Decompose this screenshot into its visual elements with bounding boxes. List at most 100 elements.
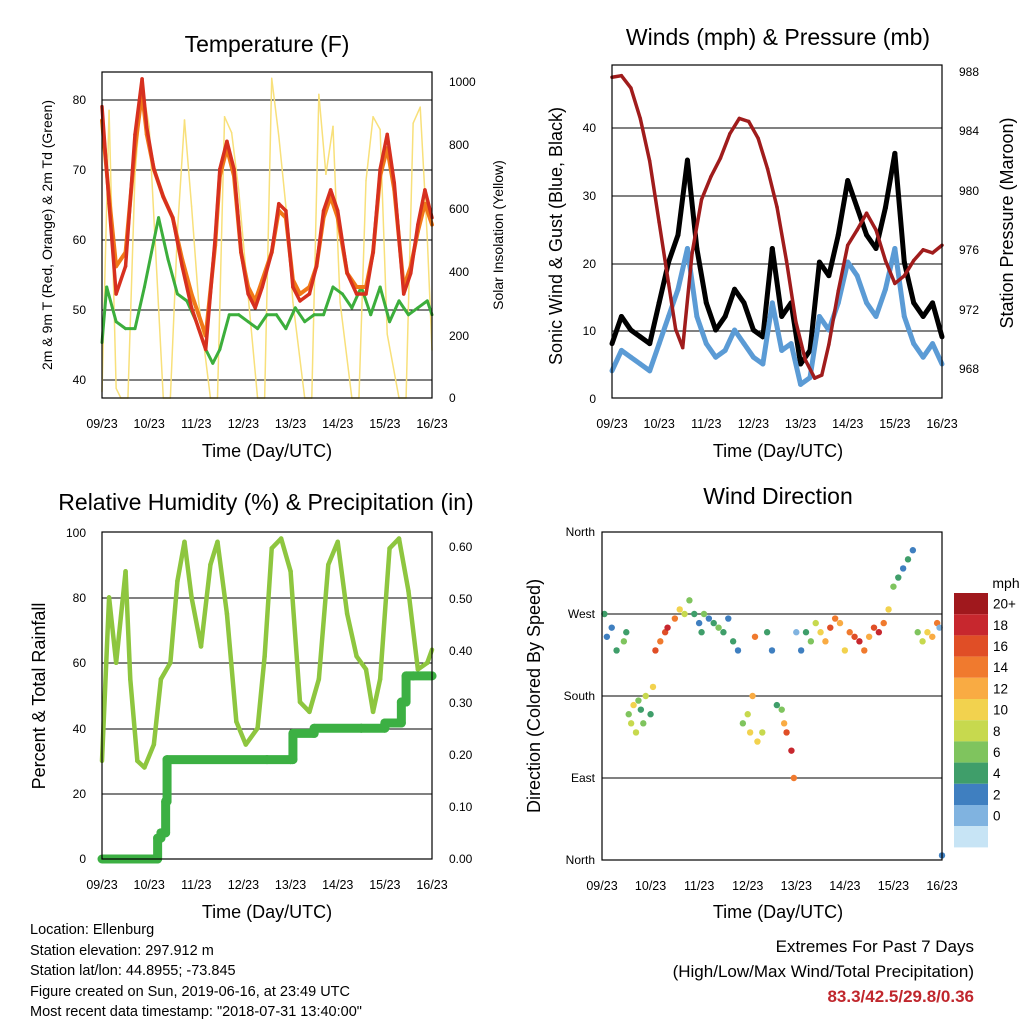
direction-point — [603, 633, 611, 640]
y-tick-label: East — [571, 771, 596, 785]
direction-point — [676, 606, 683, 613]
solar-line-segment — [372, 115, 381, 131]
dewpoint-line-segment — [274, 313, 288, 331]
solar-line-segment — [405, 122, 414, 399]
station-info: Location: Ellenburg Station elevation: 2… — [30, 920, 362, 1023]
sonic-wind-line-segment — [647, 341, 662, 374]
temp-2m-line-segment — [284, 208, 295, 289]
x-tick-label: 09/23 — [586, 879, 617, 893]
solar-line-segment — [292, 301, 306, 399]
direction-points — [601, 547, 946, 859]
relative-humidity-line-segment — [106, 595, 119, 666]
dewpoint-line-segment — [350, 285, 363, 310]
direction-point — [754, 738, 761, 745]
y-right-tick-label: 0.50 — [449, 592, 473, 606]
direction-point — [671, 615, 679, 622]
pressure-line-segment — [883, 258, 897, 286]
direction-point — [827, 624, 834, 631]
dewpoint-line-segment — [284, 306, 297, 331]
temperature-x-ticks: 09/23 10/23 11/23 12/23 13/23 14/23 15/23 16/23 — [86, 417, 447, 431]
x-tick-label: 13/23 — [781, 879, 812, 893]
temp-2m-line-segment — [364, 250, 375, 296]
temp-2m-line-segment — [114, 264, 128, 296]
direction-point — [632, 729, 640, 736]
winds-frame — [611, 64, 943, 399]
temperature-frame — [101, 71, 433, 399]
colorbar-swatch — [954, 826, 988, 848]
y-tick-label: North — [566, 525, 595, 539]
y-tick-label: 60 — [73, 233, 87, 247]
x-tick-label: 13/23 — [275, 878, 306, 892]
pressure-line-segment — [794, 319, 808, 362]
relative-humidity-line-segment — [168, 578, 180, 666]
sonic-wind-line-segment — [703, 341, 719, 360]
y-right-tick-label: 0.60 — [449, 540, 473, 554]
temp-2m-line-segment — [371, 167, 382, 255]
station-elevation: Station elevation: 297.912 m — [30, 942, 214, 959]
extremes-description: (High/Low/Max Wind/Total Precipitation) — [672, 962, 974, 981]
y-tick-label: 40 — [583, 121, 597, 135]
x-tick-label: 12/23 — [738, 417, 769, 431]
extremes-heading: Extremes For Past 7 Days — [775, 937, 974, 956]
solar-line-segment — [237, 189, 247, 271]
direction-point — [601, 610, 608, 618]
y-right-tick-label: 0.10 — [449, 800, 473, 814]
x-tick-label: 15/23 — [369, 878, 400, 892]
direction-point — [797, 647, 805, 654]
colorbar-swatch — [954, 699, 988, 721]
x-tick-label: 11/23 — [691, 417, 721, 431]
sonic-wind-line-segment — [656, 313, 672, 347]
temp-9m-line-segment — [253, 278, 265, 303]
winds-panel: Winds (mph) & Pressure (mb) 0 10 20 30 4… — [546, 24, 1017, 461]
colorbar-label: 20+ — [993, 597, 1016, 612]
pressure-line-segment — [728, 116, 742, 136]
humidity-left-ticks: 0 20 40 60 80 100 — [66, 526, 86, 866]
y-tick-label: 80 — [73, 93, 87, 107]
direction-point — [831, 615, 839, 622]
direction-point — [802, 629, 810, 636]
relative-humidity-line-segment — [243, 725, 260, 747]
y-tick-label: 60 — [73, 656, 87, 670]
temperature-ylabel-right: Solar Insolation (Yellow) — [490, 160, 506, 310]
x-tick-label: 13/23 — [275, 417, 306, 431]
relative-humidity-line-segment — [335, 539, 350, 616]
x-tick-label: 14/23 — [322, 878, 353, 892]
temperature-right-ticks: 0 200 400 600 800 1000 — [449, 75, 476, 405]
direction-point — [691, 610, 698, 618]
dewpoint-line-segment — [388, 299, 401, 324]
gust-line-segment — [845, 178, 860, 211]
dewpoint-line-segment — [175, 292, 189, 303]
colorbar-swatch — [954, 677, 988, 699]
relative-humidity-line-segment — [142, 742, 157, 770]
direction-point — [773, 701, 781, 709]
dewpoint-line-segment — [397, 299, 410, 317]
pressure-line-segment — [874, 228, 888, 263]
gust-line-segment — [666, 232, 681, 265]
station-location: Location: Ellenburg — [30, 922, 155, 938]
temp-9m-line-segment — [180, 257, 194, 296]
temp-9m-line-segment — [422, 201, 434, 227]
direction-point — [895, 574, 902, 581]
relative-humidity-line-segment — [396, 536, 411, 594]
x-tick-label: 11/23 — [181, 878, 211, 892]
temp-2m-line-segment — [246, 292, 257, 310]
direction-point — [904, 556, 912, 563]
temp-2m-line-segment — [307, 264, 319, 296]
temp-2m-line-segment — [161, 195, 175, 220]
x-tick-label: 16/23 — [416, 417, 447, 431]
x-tick-label: 12/23 — [732, 879, 763, 893]
relative-humidity-line-segment — [370, 676, 383, 715]
direction-left-ticks: North East South West North — [564, 525, 596, 867]
relative-humidity-line-segment — [344, 611, 359, 659]
colorbar-swatch — [954, 783, 988, 805]
direction-point — [635, 697, 642, 704]
x-tick-label: 14/23 — [322, 417, 353, 431]
direction-grid — [602, 613, 942, 779]
solar-line-segment — [169, 231, 179, 399]
relative-humidity-line-segment — [128, 676, 140, 764]
y-tick-label: 20 — [583, 257, 597, 271]
temp-2m-line-segment — [328, 188, 340, 213]
x-tick-label: 16/23 — [416, 878, 447, 892]
y-tick-label: 40 — [73, 722, 87, 736]
direction-point — [637, 706, 645, 713]
